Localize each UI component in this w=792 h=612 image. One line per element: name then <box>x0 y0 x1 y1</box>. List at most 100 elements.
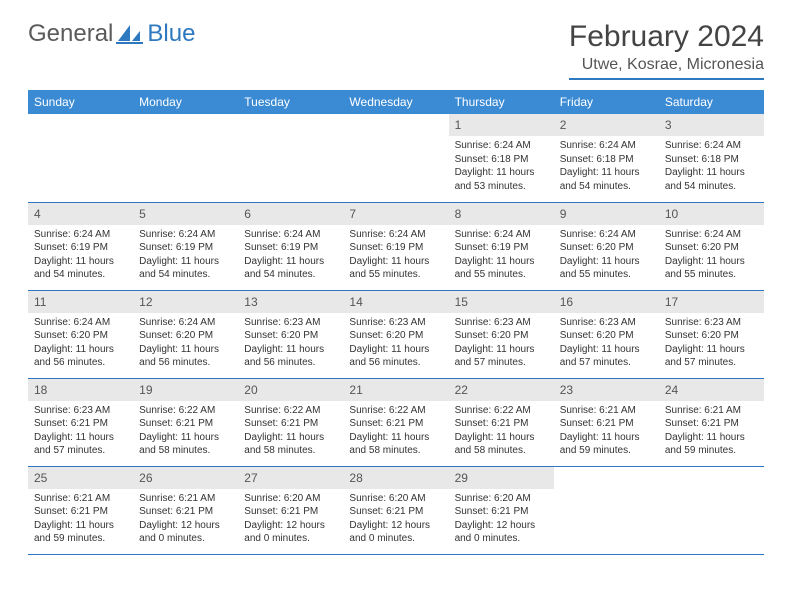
calendar-day-cell: 27Sunrise: 6:20 AMSunset: 6:21 PMDayligh… <box>238 466 343 554</box>
sunset-line: Sunset: 6:21 PM <box>349 505 442 519</box>
page-header: General Blue February 2024 Utwe, Kosrae,… <box>28 20 764 80</box>
day-number: 13 <box>238 291 343 313</box>
sunset-line: Sunset: 6:20 PM <box>34 329 127 343</box>
sunset-line: Sunset: 6:18 PM <box>665 153 758 167</box>
calendar-week-row: 11Sunrise: 6:24 AMSunset: 6:20 PMDayligh… <box>28 290 764 378</box>
day-header: Saturday <box>659 90 764 114</box>
daylight-line: Daylight: 11 hours and 58 minutes. <box>244 431 337 458</box>
logo-text-blue: Blue <box>147 20 195 48</box>
day-number: 12 <box>133 291 238 313</box>
day-number: 3 <box>659 114 764 136</box>
calendar-day-cell <box>238 114 343 202</box>
day-header: Sunday <box>28 90 133 114</box>
daylight-line: Daylight: 11 hours and 58 minutes. <box>455 431 548 458</box>
sunrise-line: Sunrise: 6:23 AM <box>34 404 127 418</box>
sunrise-line: Sunrise: 6:22 AM <box>139 404 232 418</box>
day-number: 26 <box>133 467 238 489</box>
day-number: 4 <box>28 203 133 225</box>
calendar-day-cell: 24Sunrise: 6:21 AMSunset: 6:21 PMDayligh… <box>659 378 764 466</box>
sunrise-line: Sunrise: 6:21 AM <box>139 492 232 506</box>
calendar-day-cell: 25Sunrise: 6:21 AMSunset: 6:21 PMDayligh… <box>28 466 133 554</box>
calendar-day-cell: 7Sunrise: 6:24 AMSunset: 6:19 PMDaylight… <box>343 202 448 290</box>
daylight-line: Daylight: 11 hours and 54 minutes. <box>244 255 337 282</box>
calendar-day-cell: 12Sunrise: 6:24 AMSunset: 6:20 PMDayligh… <box>133 290 238 378</box>
calendar-day-cell: 11Sunrise: 6:24 AMSunset: 6:20 PMDayligh… <box>28 290 133 378</box>
day-number: 15 <box>449 291 554 313</box>
day-header: Monday <box>133 90 238 114</box>
day-info: Sunrise: 6:23 AMSunset: 6:20 PMDaylight:… <box>343 313 448 376</box>
calendar-day-cell: 8Sunrise: 6:24 AMSunset: 6:19 PMDaylight… <box>449 202 554 290</box>
day-info: Sunrise: 6:24 AMSunset: 6:19 PMDaylight:… <box>343 225 448 288</box>
day-info: Sunrise: 6:23 AMSunset: 6:20 PMDaylight:… <box>449 313 554 376</box>
calendar-day-cell: 10Sunrise: 6:24 AMSunset: 6:20 PMDayligh… <box>659 202 764 290</box>
sunset-line: Sunset: 6:21 PM <box>349 417 442 431</box>
day-info: Sunrise: 6:22 AMSunset: 6:21 PMDaylight:… <box>133 401 238 464</box>
sunrise-line: Sunrise: 6:24 AM <box>244 228 337 242</box>
daylight-line: Daylight: 11 hours and 59 minutes. <box>665 431 758 458</box>
day-number: 27 <box>238 467 343 489</box>
daylight-line: Daylight: 11 hours and 56 minutes. <box>139 343 232 370</box>
sunrise-line: Sunrise: 6:24 AM <box>560 228 653 242</box>
sunset-line: Sunset: 6:20 PM <box>560 241 653 255</box>
calendar-day-cell: 17Sunrise: 6:23 AMSunset: 6:20 PMDayligh… <box>659 290 764 378</box>
daylight-line: Daylight: 11 hours and 55 minutes. <box>455 255 548 282</box>
day-number: 19 <box>133 379 238 401</box>
sunset-line: Sunset: 6:19 PM <box>139 241 232 255</box>
daylight-line: Daylight: 11 hours and 55 minutes. <box>349 255 442 282</box>
sunrise-line: Sunrise: 6:24 AM <box>139 316 232 330</box>
day-info: Sunrise: 6:24 AMSunset: 6:20 PMDaylight:… <box>659 225 764 288</box>
sunset-line: Sunset: 6:19 PM <box>349 241 442 255</box>
calendar-day-cell: 1Sunrise: 6:24 AMSunset: 6:18 PMDaylight… <box>449 114 554 202</box>
daylight-line: Daylight: 11 hours and 54 minutes. <box>34 255 127 282</box>
sunrise-line: Sunrise: 6:24 AM <box>455 139 548 153</box>
day-info: Sunrise: 6:23 AMSunset: 6:20 PMDaylight:… <box>238 313 343 376</box>
day-number: 18 <box>28 379 133 401</box>
day-number: 2 <box>554 114 659 136</box>
day-number: 29 <box>449 467 554 489</box>
day-info: Sunrise: 6:24 AMSunset: 6:19 PMDaylight:… <box>449 225 554 288</box>
logo: General Blue <box>28 20 195 48</box>
day-number: 16 <box>554 291 659 313</box>
sunrise-line: Sunrise: 6:21 AM <box>34 492 127 506</box>
logo-sail-icon <box>116 23 144 45</box>
day-info: Sunrise: 6:20 AMSunset: 6:21 PMDaylight:… <box>449 489 554 552</box>
daylight-line: Daylight: 11 hours and 55 minutes. <box>665 255 758 282</box>
day-number: 23 <box>554 379 659 401</box>
calendar-day-cell: 5Sunrise: 6:24 AMSunset: 6:19 PMDaylight… <box>133 202 238 290</box>
sunset-line: Sunset: 6:21 PM <box>34 505 127 519</box>
day-number: 20 <box>238 379 343 401</box>
sunset-line: Sunset: 6:20 PM <box>139 329 232 343</box>
daylight-line: Daylight: 11 hours and 54 minutes. <box>560 166 653 193</box>
calendar-day-cell <box>343 114 448 202</box>
sunrise-line: Sunrise: 6:23 AM <box>455 316 548 330</box>
calendar-day-cell: 20Sunrise: 6:22 AMSunset: 6:21 PMDayligh… <box>238 378 343 466</box>
logo-text-general: General <box>28 20 113 48</box>
day-number: 6 <box>238 203 343 225</box>
day-info: Sunrise: 6:24 AMSunset: 6:18 PMDaylight:… <box>554 136 659 199</box>
location-subtitle: Utwe, Kosrae, Micronesia <box>569 56 764 80</box>
calendar-day-cell <box>28 114 133 202</box>
sunrise-line: Sunrise: 6:23 AM <box>349 316 442 330</box>
day-info: Sunrise: 6:23 AMSunset: 6:21 PMDaylight:… <box>28 401 133 464</box>
day-number: 8 <box>449 203 554 225</box>
day-info: Sunrise: 6:24 AMSunset: 6:18 PMDaylight:… <box>449 136 554 199</box>
day-number: 17 <box>659 291 764 313</box>
month-title: February 2024 <box>569 20 764 54</box>
title-block: February 2024 Utwe, Kosrae, Micronesia <box>569 20 764 80</box>
day-header: Tuesday <box>238 90 343 114</box>
day-info: Sunrise: 6:24 AMSunset: 6:20 PMDaylight:… <box>28 313 133 376</box>
day-info: Sunrise: 6:23 AMSunset: 6:20 PMDaylight:… <box>554 313 659 376</box>
day-info: Sunrise: 6:21 AMSunset: 6:21 PMDaylight:… <box>659 401 764 464</box>
sunset-line: Sunset: 6:20 PM <box>665 241 758 255</box>
day-number: 5 <box>133 203 238 225</box>
day-header: Friday <box>554 90 659 114</box>
calendar-week-row: 25Sunrise: 6:21 AMSunset: 6:21 PMDayligh… <box>28 466 764 554</box>
sunset-line: Sunset: 6:20 PM <box>455 329 548 343</box>
calendar-day-cell <box>133 114 238 202</box>
calendar-day-cell: 29Sunrise: 6:20 AMSunset: 6:21 PMDayligh… <box>449 466 554 554</box>
sunrise-line: Sunrise: 6:20 AM <box>349 492 442 506</box>
day-number: 28 <box>343 467 448 489</box>
sunset-line: Sunset: 6:21 PM <box>244 417 337 431</box>
day-info: Sunrise: 6:24 AMSunset: 6:20 PMDaylight:… <box>133 313 238 376</box>
day-info: Sunrise: 6:22 AMSunset: 6:21 PMDaylight:… <box>449 401 554 464</box>
